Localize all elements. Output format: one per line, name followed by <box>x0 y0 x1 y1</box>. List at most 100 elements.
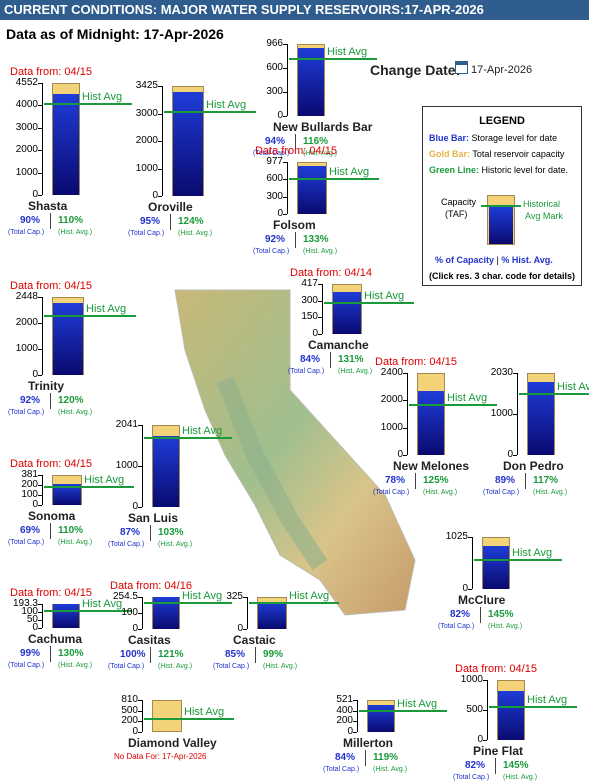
y-axis-castaic <box>247 597 248 629</box>
hist-avg-label-pine-flat: Hist Avg <box>527 693 568 706</box>
storage-bar-shasta[interactable] <box>53 94 79 195</box>
reservoir-name-new-bullards-bar[interactable]: New Bullards Bar <box>273 120 373 134</box>
tick-label-don-pedro: 1000 <box>490 408 513 419</box>
tick-mark-sonoma <box>38 495 42 496</box>
y-axis-don-pedro <box>517 373 518 455</box>
stat-separator-pine-flat <box>495 758 496 774</box>
reservoir-name-castaic[interactable]: Castaic <box>233 633 276 647</box>
reservoir-name-camanche[interactable]: Camanche <box>308 338 369 352</box>
storage-bar-cachuma[interactable] <box>53 604 79 628</box>
storage-bar-new-melones[interactable] <box>418 391 444 455</box>
hist-avg-label-cachuma: Hist Avg <box>82 597 123 610</box>
legend-avg-mark: Avg Mark <box>525 211 563 221</box>
tick-label-oroville: 3425 <box>135 80 158 91</box>
hist-avg-label-millerton: Hist Avg <box>397 697 438 710</box>
tick-label-sonoma: 200 <box>21 479 38 490</box>
tick-label-castaic: 0 <box>237 623 243 634</box>
reservoir-name-san-luis[interactable]: San Luis <box>128 511 179 525</box>
capacity-bar-diamond-valley[interactable] <box>152 700 182 732</box>
hist-avg-label-san-luis: Hist Avg <box>182 425 223 438</box>
calendar-icon[interactable] <box>455 61 468 74</box>
reservoir-name-shasta[interactable]: Shasta <box>28 199 68 213</box>
storage-bar-oroville[interactable] <box>173 91 203 196</box>
change-date-value[interactable]: 17-Apr-2026 <box>471 64 533 76</box>
hist-avg-line-trinity <box>44 314 136 317</box>
pct-capacity-castaic: 85% <box>225 649 246 660</box>
tick-label-shasta: 0 <box>32 189 38 200</box>
pct-capacity-millerton: 84% <box>335 752 356 763</box>
tick-label-cachuma: 50 <box>26 614 38 625</box>
reservoir-name-diamond-valley[interactable]: Diamond Valley <box>128 736 217 750</box>
hist-avg-caption-cachuma: (Hist. Avg.) <box>58 662 93 669</box>
pct-hist-avg-folsom: 133% <box>303 234 329 245</box>
tick-label-mcclure: 1025 <box>445 531 468 542</box>
tick-mark-sonoma <box>38 485 42 486</box>
y-axis-trinity <box>42 297 43 375</box>
tick-mark-millerton <box>353 710 357 712</box>
stat-separator-san-luis <box>150 525 151 541</box>
tick-mark-camanche <box>318 300 322 302</box>
hist-avg-caption-pine-flat: (Hist. Avg.) <box>503 774 538 781</box>
y-axis-pine-flat <box>487 680 488 740</box>
tick-label-folsom: 977 <box>266 156 283 167</box>
tick-label-diamond-valley: 500 <box>121 704 138 716</box>
legend-historical: Historical <box>523 199 561 209</box>
reservoir-name-new-melones[interactable]: New Melones <box>393 459 470 473</box>
pct-capacity-sonoma: 69% <box>20 525 41 536</box>
storage-bar-pine-flat[interactable] <box>498 690 524 740</box>
reservoir-name-don-pedro[interactable]: Don Pedro <box>503 459 564 473</box>
reservoir-name-cachuma[interactable]: Cachuma <box>28 632 83 646</box>
reservoir-name-casitas[interactable]: Casitas <box>128 633 171 647</box>
change-date-label: Change Date: <box>370 62 461 78</box>
hist-avg-label-diamond-valley: Hist Avg <box>184 705 225 718</box>
data-from-camanche: Data from: 04/14 <box>290 267 372 279</box>
pct-capacity-casitas: 100% <box>120 649 146 660</box>
legend-sep: | <box>496 255 499 265</box>
reservoir-name-trinity[interactable]: Trinity <box>28 379 65 393</box>
total-cap-caption-new-bullards-bar: (Total Cap.) <box>253 150 290 157</box>
reservoir-name-oroville[interactable]: Oroville <box>148 200 193 214</box>
storage-bar-millerton[interactable] <box>368 705 394 732</box>
tick-mark-diamond-valley <box>138 700 142 701</box>
tick-mark-don-pedro <box>513 455 517 456</box>
storage-bar-camanche[interactable] <box>333 292 361 334</box>
hist-avg-line-folsom <box>289 178 379 181</box>
storage-bar-sonoma[interactable] <box>53 484 81 505</box>
tick-label-trinity: 2448 <box>15 291 38 302</box>
reservoir-name-sonoma[interactable]: Sonoma <box>28 509 76 523</box>
stat-separator-millerton <box>365 750 366 766</box>
storage-bar-castaic[interactable] <box>258 601 286 629</box>
hist-avg-caption-new-melones: (Hist. Avg.) <box>423 489 458 496</box>
storage-bar-folsom[interactable] <box>298 166 326 214</box>
tick-label-trinity: 1000 <box>15 343 38 354</box>
storage-bar-casitas[interactable] <box>153 597 179 629</box>
hist-avg-line-new-melones <box>409 404 497 407</box>
pct-hist-avg-shasta: 110% <box>58 215 84 226</box>
tick-label-millerton: 200 <box>336 715 353 727</box>
pct-capacity-folsom: 92% <box>265 234 286 245</box>
data-from-pine-flat: Data from: 04/15 <box>455 663 537 675</box>
pct-capacity-new-melones: 78% <box>385 475 406 486</box>
tick-label-don-pedro: 0 <box>507 449 513 460</box>
tick-mark-shasta <box>38 105 42 107</box>
total-cap-caption-pine-flat: (Total Cap.) <box>453 774 490 781</box>
hist-avg-line-pine-flat <box>489 705 577 708</box>
reservoir-name-mcclure[interactable]: McClure <box>458 593 506 607</box>
tick-mark-diamond-valley <box>138 710 142 712</box>
reservoir-name-folsom[interactable]: Folsom <box>273 218 316 232</box>
pct-capacity-shasta: 90% <box>20 215 41 226</box>
reservoir-name-millerton[interactable]: Millerton <box>343 736 393 750</box>
hist-avg-label-don-pedro: Hist Avg <box>557 380 589 393</box>
hist-avg-caption-oroville: (Hist. Avg.) <box>178 230 213 237</box>
storage-bar-mcclure[interactable] <box>483 546 509 589</box>
reservoir-name-pine-flat[interactable]: Pine Flat <box>473 744 524 758</box>
tick-mark-trinity <box>38 323 42 324</box>
stat-separator-mcclure <box>480 607 481 623</box>
tick-mark-folsom <box>283 162 287 163</box>
storage-bar-san-luis[interactable] <box>153 435 179 507</box>
tick-mark-mcclure <box>468 589 472 590</box>
tick-mark-folsom <box>283 179 287 181</box>
tick-label-camanche: 300 <box>301 294 318 306</box>
total-cap-caption-don-pedro: (Total Cap.) <box>483 489 520 496</box>
tick-mark-millerton <box>353 700 357 701</box>
